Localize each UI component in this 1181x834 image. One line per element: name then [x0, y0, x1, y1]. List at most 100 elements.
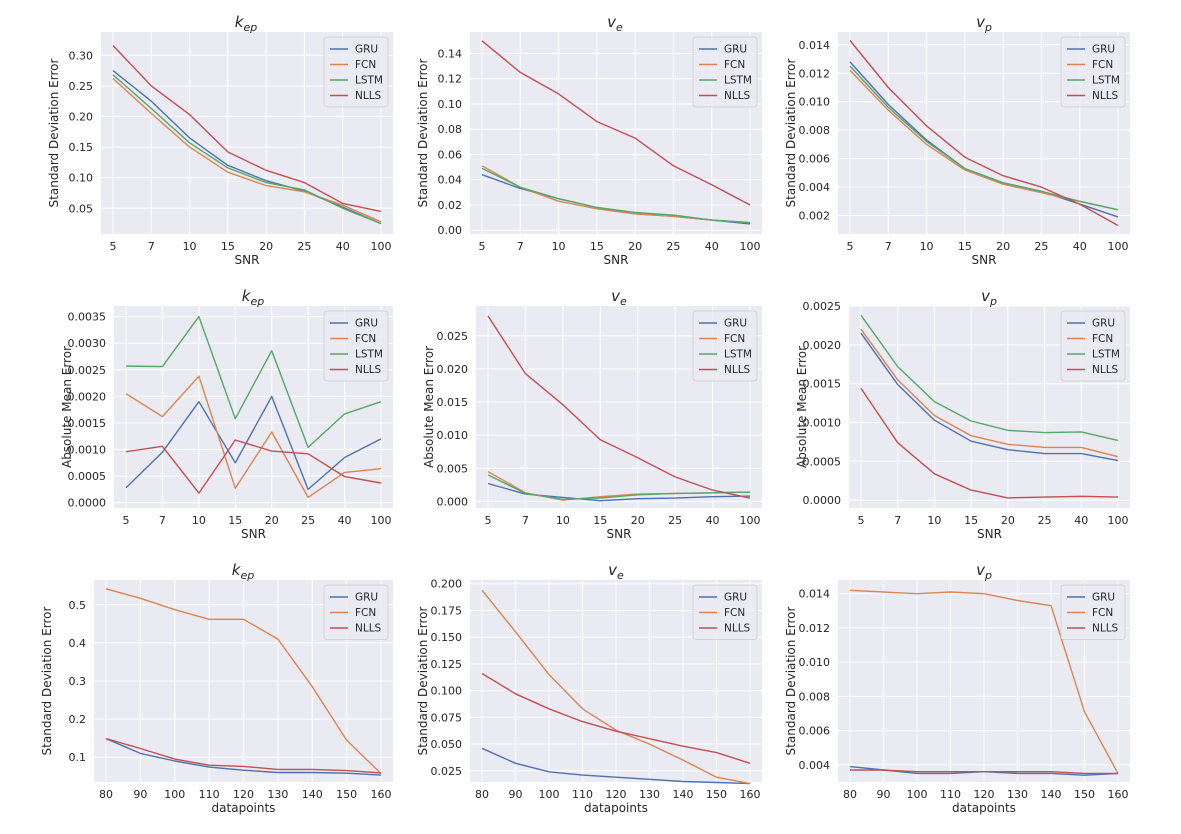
series-line-fcn: [860, 328, 1119, 458]
y-tick-label: 0.20: [69, 110, 94, 123]
series-line-nlls: [849, 40, 1119, 227]
y-tick-label: 0.006: [799, 725, 831, 738]
y-axis-label: Standard Deviation Error: [416, 607, 430, 756]
x-tick-label: 20: [259, 240, 273, 253]
legend-label-nlls: NLLS: [355, 623, 382, 635]
legend-label-gru: GRU: [355, 318, 378, 330]
x-tick-label: 150: [706, 788, 727, 801]
legend-label-gru: GRU: [724, 44, 747, 56]
y-tick-label: 0.015: [437, 396, 469, 409]
x-tick-label: 15: [228, 514, 242, 527]
legend: GRU FCN NLLS: [692, 584, 758, 640]
y-tick-label: 0.005: [437, 462, 469, 475]
x-tick-label: 120: [233, 788, 254, 801]
series-line-gru: [860, 332, 1119, 462]
x-tick-label: 10: [920, 240, 934, 253]
y-tick-label: 0.0025: [803, 300, 842, 313]
y-tick-label: 0.006: [799, 153, 831, 166]
y-tick-label: 0.30: [69, 49, 94, 62]
series-line-nlls: [112, 45, 382, 213]
series-line-fcn: [125, 375, 382, 499]
y-tick-label: 0.4: [69, 637, 87, 650]
y-tick-label: 0.0025: [68, 364, 107, 377]
y-tick-label: 0.004: [799, 759, 831, 772]
x-tick-label: 100: [371, 514, 392, 527]
y-axis-label: Standard Deviation Error: [416, 59, 430, 208]
y-tick-label: 0.12: [438, 73, 463, 86]
x-tick-label: 160: [740, 788, 761, 801]
panel-9: 80 90 100 110 120 130 140 150 160 0.004 0.006 0.008…: [784, 561, 1130, 815]
y-tick-label: 0.008: [799, 124, 831, 137]
legend: GRU FCN LSTM NLLS: [1060, 310, 1126, 382]
y-tick-label: 0.100: [431, 685, 463, 698]
x-axis-label: SNR: [977, 527, 1002, 541]
legend: GRU FCN LSTM NLLS: [692, 36, 758, 108]
y-tick-label: 0.0015: [68, 417, 107, 430]
y-tick-label: 0.00: [438, 224, 463, 237]
x-tick-label: 5: [847, 240, 854, 253]
y-tick-label: 0.05: [69, 202, 94, 215]
y-tick-label: 0.0005: [803, 455, 842, 468]
x-tick-label: 10: [552, 240, 566, 253]
x-tick-label: 80: [475, 788, 489, 801]
y-tick-label: 0.200: [431, 578, 463, 591]
x-tick-label: 100: [740, 240, 761, 253]
y-tick-label: 0.125: [431, 658, 463, 671]
x-tick-label: 10: [183, 240, 197, 253]
legend-label-lstm: LSTM: [724, 75, 752, 87]
series-line-lstm: [487, 474, 751, 501]
x-tick-label: 130: [639, 788, 660, 801]
panel-title: kep: [235, 13, 257, 34]
panel-5: 5 7 10 15 20 25 40 100 0.000 0.005 0.010 0.015 0.020…: [422, 287, 762, 541]
series-line-gru: [105, 737, 382, 776]
panel-3: 5 7 10 15 20 25 40 100 0.002 0.004 0.006 0.008 0.010…: [784, 13, 1130, 267]
x-tick-label: 40: [336, 240, 350, 253]
series-line-lstm: [849, 65, 1119, 211]
panel-title: kep: [232, 561, 254, 582]
panel-title: ve: [607, 13, 623, 34]
y-tick-label: 0.002: [799, 210, 831, 223]
x-tick-label: 90: [133, 788, 147, 801]
legend-label-fcn: FCN: [355, 607, 376, 619]
x-tick-label: 20: [996, 240, 1010, 253]
y-tick-label: 0.075: [431, 711, 463, 724]
x-tick-label: 7: [517, 240, 524, 253]
legend-label-fcn: FCN: [724, 607, 745, 619]
y-tick-label: 0.010: [799, 656, 831, 669]
x-axis-label: SNR: [972, 253, 997, 267]
legend-label-fcn: FCN: [1092, 607, 1113, 619]
x-axis-label: SNR: [604, 253, 629, 267]
y-tick-label: 0.02: [438, 199, 463, 212]
x-tick-label: 25: [297, 240, 311, 253]
legend-label-nlls: NLLS: [1092, 90, 1119, 102]
legend-label-gru: GRU: [355, 44, 378, 56]
legend-box: [1060, 310, 1126, 382]
y-axis-label: Absolute Mean Error: [795, 346, 809, 468]
series-line-nlls: [860, 388, 1119, 499]
y-tick-label: 0.2: [69, 713, 87, 726]
x-tick-label: 140: [673, 788, 694, 801]
legend-label-gru: GRU: [1092, 44, 1115, 56]
x-tick-label: 80: [99, 788, 113, 801]
y-axis-label: Absolute Mean Error: [422, 346, 436, 468]
x-tick-label: 90: [877, 788, 891, 801]
x-tick-label: 40: [1074, 514, 1088, 527]
series-line-lstm: [481, 167, 751, 224]
x-tick-label: 100: [1108, 514, 1129, 527]
legend-label-gru: GRU: [1092, 318, 1115, 330]
legend-box: [1060, 36, 1126, 108]
legend-label-nlls: NLLS: [724, 623, 751, 635]
x-tick-label: 20: [631, 514, 645, 527]
legend-label-nlls: NLLS: [355, 364, 382, 376]
y-tick-label: 0.0015: [803, 378, 842, 391]
x-tick-label: 5: [858, 514, 865, 527]
y-tick-label: 0.0000: [803, 494, 842, 507]
y-tick-label: 0.1: [69, 751, 87, 764]
legend-label-nlls: NLLS: [1092, 364, 1119, 376]
y-tick-label: 0.08: [438, 123, 463, 136]
x-tick-label: 25: [1034, 240, 1048, 253]
x-tick-label: 5: [485, 514, 492, 527]
legend-label-lstm: LSTM: [355, 75, 383, 87]
x-tick-label: 80: [843, 788, 857, 801]
